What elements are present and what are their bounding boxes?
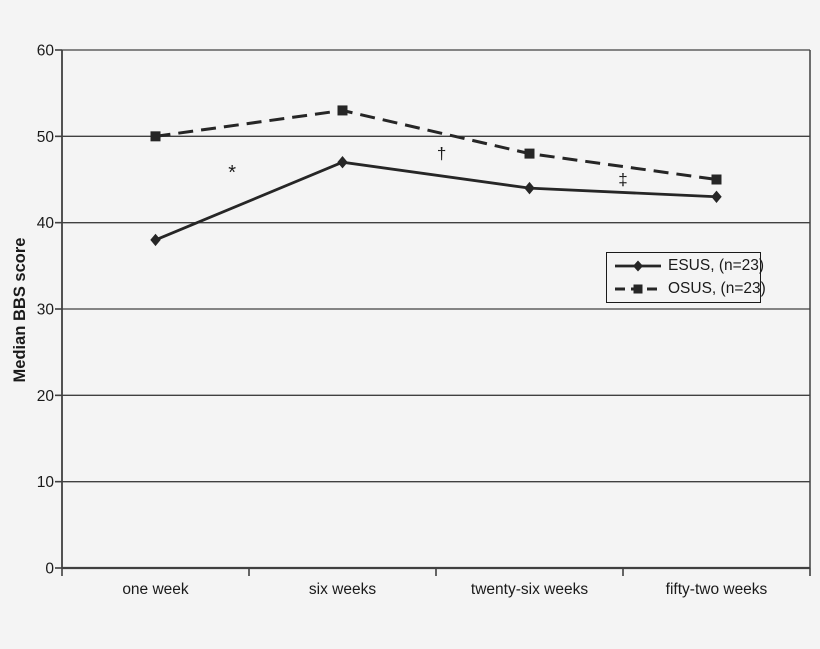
y-tick-label: 30 xyxy=(37,302,55,319)
series-line-esus xyxy=(154,160,717,242)
x-tick-label: six weeks xyxy=(309,581,376,598)
legend-solid-line-diamond-icon xyxy=(615,260,661,272)
series-line-osus xyxy=(155,108,717,181)
legend-item-osus: OSUS, (n=23) xyxy=(614,279,766,299)
legend-dashed-line-square-icon xyxy=(615,284,661,294)
diamond-marker-icon xyxy=(633,260,643,272)
legend-label-osus: OSUS, (n=23) xyxy=(668,280,766,297)
legend-label-esus: ESUS, (n=23) xyxy=(668,257,765,274)
y-tick-label: 50 xyxy=(37,129,55,146)
annotation-marker: † xyxy=(437,144,446,163)
data-point-esus xyxy=(711,190,722,203)
legend-item-esus: ESUS, (n=23) xyxy=(614,256,764,276)
data-point-esus xyxy=(524,181,535,195)
data-point-esus xyxy=(337,156,348,169)
x-tick-label: one week xyxy=(122,581,189,598)
y-tick-label: 20 xyxy=(37,388,55,405)
x-tick-label: fifty-two weeks xyxy=(666,581,768,598)
data-point-osus xyxy=(150,131,161,142)
square-marker-icon xyxy=(633,284,643,294)
x-tick-label: twenty-six weeks xyxy=(471,581,588,598)
y-tick-label: 10 xyxy=(37,474,55,491)
data-point-osus xyxy=(711,174,722,185)
data-point-osus xyxy=(337,105,348,116)
data-point-esus xyxy=(150,233,161,247)
y-axis-title: Median BBS score xyxy=(11,237,29,383)
data-point-osus xyxy=(524,148,535,159)
annotation-marker: * xyxy=(228,162,236,184)
y-tick-label: 0 xyxy=(45,561,54,578)
annotation-marker: ‡ xyxy=(618,170,627,189)
y-tick-label: 60 xyxy=(37,43,55,60)
legend-box: ESUS, (n=23) OSUS, (n=23) xyxy=(606,252,766,303)
y-tick-label: 40 xyxy=(37,215,55,232)
